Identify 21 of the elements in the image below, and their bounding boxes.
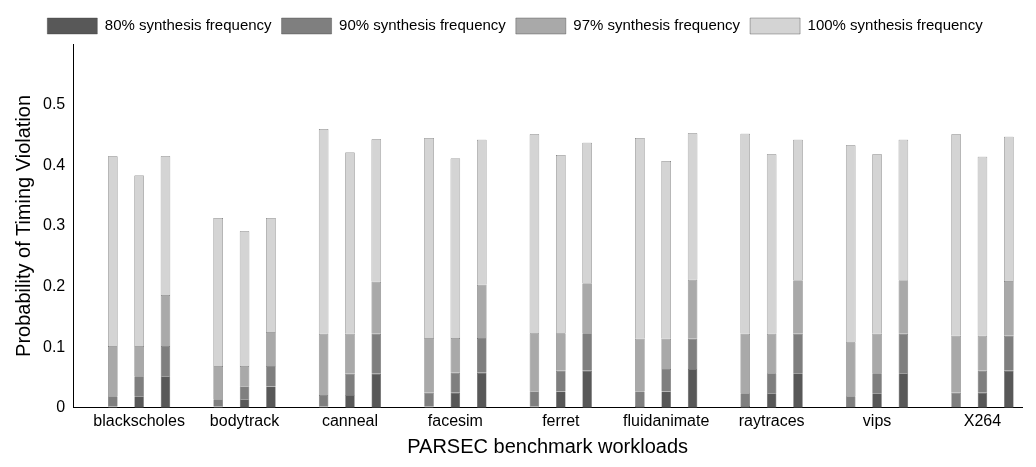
- x-axis-title: PARSEC benchmark workloads: [407, 434, 689, 457]
- y-tick-label: 0.3: [42, 216, 66, 234]
- legend-label: 100% synthesis frequency: [807, 16, 984, 34]
- y-tick-label: 0.4: [42, 155, 66, 173]
- x-tick-label: blackscholes: [93, 411, 185, 429]
- x-tick-label: ferret: [542, 411, 581, 429]
- x-tick-label: X264: [963, 411, 1002, 429]
- x-tick-label: canneal: [321, 411, 378, 429]
- x-tick-label: raytraces: [738, 411, 805, 429]
- y-tick-label: 0.5: [42, 95, 66, 113]
- x-tick-label: fluidanimate: [623, 411, 710, 429]
- y-axis-title: Probability of Timing Violation: [11, 94, 34, 357]
- legend-label: 97% synthesis frequency: [573, 16, 741, 34]
- legend-label: 80% synthesis frequency: [104, 16, 273, 34]
- y-tick-label: 0.1: [42, 337, 66, 355]
- x-tick-label: bodytrack: [209, 411, 281, 429]
- y-tick-label: 0: [56, 398, 66, 416]
- y-tick-label: 0.2: [42, 276, 66, 294]
- legend-label: 90% synthesis frequency: [339, 16, 507, 34]
- x-tick-label: facesim: [427, 411, 483, 429]
- x-tick-label: vips: [862, 411, 892, 429]
